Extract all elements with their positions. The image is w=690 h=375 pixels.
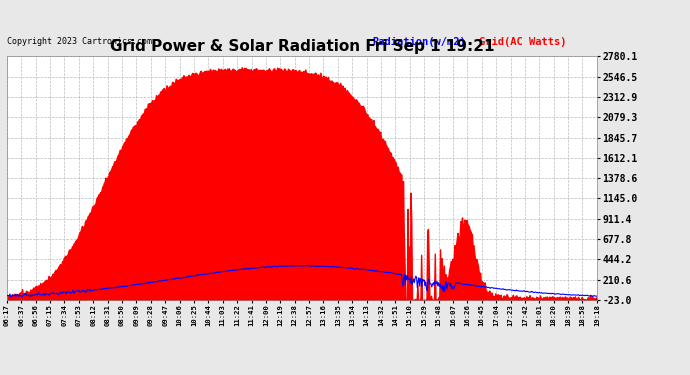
Text: Grid(AC Watts): Grid(AC Watts) xyxy=(479,37,566,47)
Title: Grid Power & Solar Radiation Fri Sep 1 19:21: Grid Power & Solar Radiation Fri Sep 1 1… xyxy=(110,39,494,54)
Text: Radiation(w/m2): Radiation(w/m2) xyxy=(373,37,466,47)
Text: Copyright 2023 Cartronics.com: Copyright 2023 Cartronics.com xyxy=(7,37,152,46)
